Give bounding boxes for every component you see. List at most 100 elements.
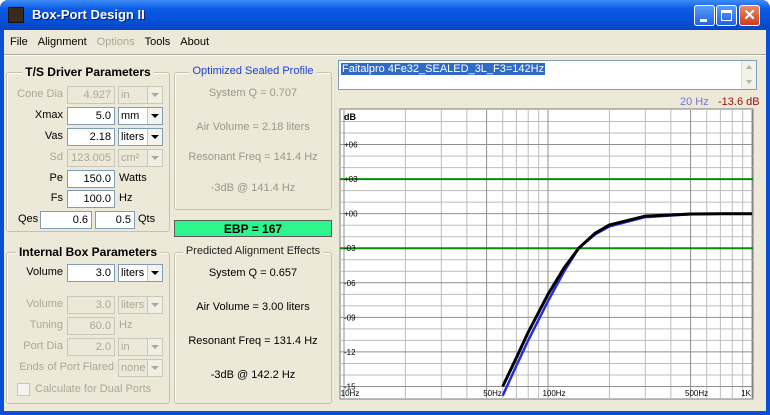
dropdown-button [147, 297, 162, 313]
title-bar [0, 0, 770, 30]
y-tick-label: +00 [344, 210, 358, 219]
group-title-text: Internal Box Parameters [15, 245, 161, 259]
dropdown-button [147, 150, 162, 166]
menu-item[interactable]: About [180, 36, 210, 48]
text-input[interactable]: 5.0 [67, 107, 115, 125]
maximize-button[interactable] [716, 5, 737, 26]
x-tick-label: 100Hz [542, 389, 565, 398]
field-label: Port Dia [23, 340, 63, 352]
scroll-up[interactable] [746, 65, 752, 69]
text-input: 2.0 [67, 338, 115, 356]
dropdown-value: liters [121, 131, 145, 143]
dropdown[interactable]: liters [118, 264, 163, 282]
text-input[interactable]: 150.0 [67, 170, 115, 188]
field-label: Volume [26, 298, 63, 310]
dropdown-button[interactable] [147, 265, 162, 281]
unit-label: Hz [119, 192, 133, 204]
menu-item[interactable]: Tools [144, 36, 171, 48]
dropdown-arrow [151, 271, 159, 275]
text-input: 4.927 [67, 86, 115, 104]
text-input[interactable]: 2.18 [67, 128, 115, 146]
dropdown-value: in [121, 89, 130, 101]
window-title: Box-Port Design II [32, 7, 145, 22]
group-title: Predicted Alignment Effects [174, 245, 332, 257]
freq-readout: 20 Hz [680, 96, 709, 108]
field-label: Pe [49, 172, 63, 184]
y-tick-label: -09 [344, 313, 356, 322]
dropdown-arrow [151, 93, 159, 97]
field-label: Tuning [29, 319, 63, 331]
minimize-button[interactable] [694, 5, 715, 26]
text-input: 123.005 [67, 149, 115, 167]
field-label: Volume [26, 266, 63, 278]
dropdown-arrow [151, 345, 159, 349]
field-label: Xmax [34, 109, 63, 121]
y-tick-label: -15 [344, 382, 356, 391]
plot-background [339, 108, 754, 400]
y-tick-label: +06 [344, 141, 358, 150]
dropdown-arrow [151, 135, 159, 139]
info-text: System Q = 0.657 [208, 267, 298, 279]
dropdown-value: liters [121, 267, 145, 279]
dropdown: in [118, 338, 163, 356]
menu-item[interactable]: File [10, 36, 28, 48]
y-tick-label: -03 [344, 244, 356, 253]
y-tick-label: -06 [344, 279, 356, 288]
scrollbar [741, 61, 756, 89]
dropdown-arrow [151, 156, 159, 160]
text-input[interactable]: 100.0 [67, 190, 115, 208]
x-tick-label: 1K [741, 389, 751, 398]
group-title-text: T/S Driver Parameters [22, 65, 154, 79]
unit-label: Watts [119, 172, 147, 184]
dropdown: cm² [118, 149, 163, 167]
x-tick-label: 10Hz [341, 389, 360, 398]
info-text: Resonant Freq = 131.4 Hz [188, 335, 318, 347]
level-readout: -13.6 dB [718, 96, 760, 108]
field-label: Vas [44, 130, 63, 142]
field-label: Fs [50, 192, 63, 204]
group-title-text: Optimized Sealed Profile [189, 65, 317, 77]
dropdown-value: in [121, 341, 130, 353]
info-text: Air Volume = 2.18 liters [196, 121, 310, 133]
x-tick-label: 500Hz [685, 389, 708, 398]
dropdown[interactable]: mm [118, 107, 163, 125]
info-text: Air Volume = 3.00 liters [196, 301, 310, 313]
dropdown-value: none [121, 362, 146, 374]
menu-item[interactable]: Alignment [37, 36, 87, 48]
group-title-text: Predicted Alignment Effects [182, 245, 324, 257]
group-title: Internal Box Parameters [6, 245, 170, 259]
scroll-down[interactable] [746, 80, 752, 84]
group-title: T/S Driver Parameters [6, 65, 170, 79]
ebp-display: EBP = 167 [174, 220, 332, 237]
dropdown: liters [118, 296, 163, 314]
checkbox-label: Calculate for Dual Ports [35, 383, 152, 395]
field-label: Qts [138, 213, 156, 225]
info-text: -3dB @ 141.4 Hz [210, 182, 296, 194]
text-input[interactable]: 0.6 [40, 211, 92, 229]
y-tick-label: +03 [344, 175, 358, 184]
info-text: -3dB @ 142.2 Hz [210, 369, 296, 381]
dropdown-button [147, 360, 162, 376]
dropdown-button[interactable] [147, 129, 162, 145]
text-input: 60.0 [67, 317, 115, 335]
driver-name-box[interactable]: Faitalpro 4Fe32_SEALED_3L_F3=142Hz [338, 60, 757, 90]
dropdown-arrow [151, 303, 159, 307]
dropdown-arrow [151, 366, 159, 370]
info-text: System Q = 0.707 [208, 87, 298, 99]
dropdown-value: liters [121, 299, 145, 311]
dropdown-value: mm [121, 110, 140, 122]
text-input: 3.0 [67, 296, 115, 314]
dropdown[interactable]: liters [118, 128, 163, 146]
unit-label: Hz [119, 319, 133, 331]
menu-bar: File Alignment Options Tools About [5, 35, 214, 53]
driver-name: Faitalpro 4Fe32_SEALED_3L_F3=142Hz [341, 63, 546, 75]
close-button[interactable]: ✕ [739, 5, 760, 26]
dropdown-button [147, 339, 162, 355]
menu-item[interactable]: Options [96, 36, 135, 48]
text-input[interactable]: 3.0 [67, 264, 115, 282]
text-input[interactable]: 0.5 [95, 211, 135, 229]
x-tick-label: 50Hz [483, 389, 502, 398]
info-text: Resonant Freq = 141.4 Hz [188, 151, 318, 163]
dropdown-button[interactable] [147, 108, 162, 124]
